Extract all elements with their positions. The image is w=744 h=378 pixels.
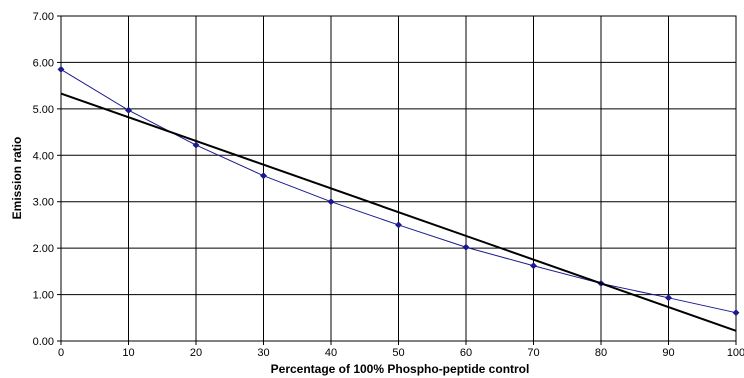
x-axis-ticks: 0 10 20 30 40 50 60 70 80 90 100 bbox=[58, 341, 744, 359]
y-tick-label: 1.00 bbox=[33, 290, 54, 302]
y-tick-label: 0.00 bbox=[33, 336, 54, 348]
data-point-marker bbox=[124, 106, 133, 114]
data-point-marker bbox=[732, 309, 740, 317]
x-tick-label: 40 bbox=[325, 347, 337, 359]
x-tick-label: 0 bbox=[58, 347, 64, 359]
data-point-marker bbox=[529, 262, 538, 270]
x-tick-label: 90 bbox=[662, 347, 674, 359]
y-tick-label: 3.00 bbox=[33, 197, 54, 209]
y-axis-ticks: 0.00 1.00 2.00 3.00 4.00 5.00 6.00 7.00 bbox=[33, 11, 61, 348]
x-tick-label: 30 bbox=[257, 347, 269, 359]
x-tick-label: 20 bbox=[190, 347, 202, 359]
data-point-marker bbox=[664, 294, 673, 302]
x-tick-label: 60 bbox=[460, 347, 472, 359]
y-tick-label: 5.00 bbox=[33, 104, 54, 116]
data-point-marker bbox=[192, 141, 200, 149]
data-point-marker bbox=[462, 243, 470, 251]
x-axis-title: Percentage of 100% Phospho-peptide contr… bbox=[271, 362, 530, 376]
data-point-marker bbox=[259, 172, 268, 180]
trendline bbox=[60, 92, 737, 332]
x-tick-label: 70 bbox=[527, 347, 539, 359]
y-tick-label: 6.00 bbox=[33, 57, 54, 69]
series-layer bbox=[57, 65, 740, 332]
x-tick-label: 80 bbox=[595, 347, 607, 359]
x-tick-label: 50 bbox=[392, 347, 404, 359]
y-tick-label: 4.00 bbox=[33, 150, 54, 162]
y-tick-label: 2.00 bbox=[33, 243, 54, 255]
x-tick-label: 100 bbox=[727, 347, 744, 359]
x-tick-label: 10 bbox=[122, 347, 134, 359]
data-point-marker bbox=[394, 221, 403, 229]
y-tick-label: 7.00 bbox=[33, 11, 54, 23]
y-axis-title: Emission ratio bbox=[10, 137, 24, 220]
data-point-marker bbox=[57, 65, 65, 73]
data-point-marker bbox=[327, 198, 335, 206]
